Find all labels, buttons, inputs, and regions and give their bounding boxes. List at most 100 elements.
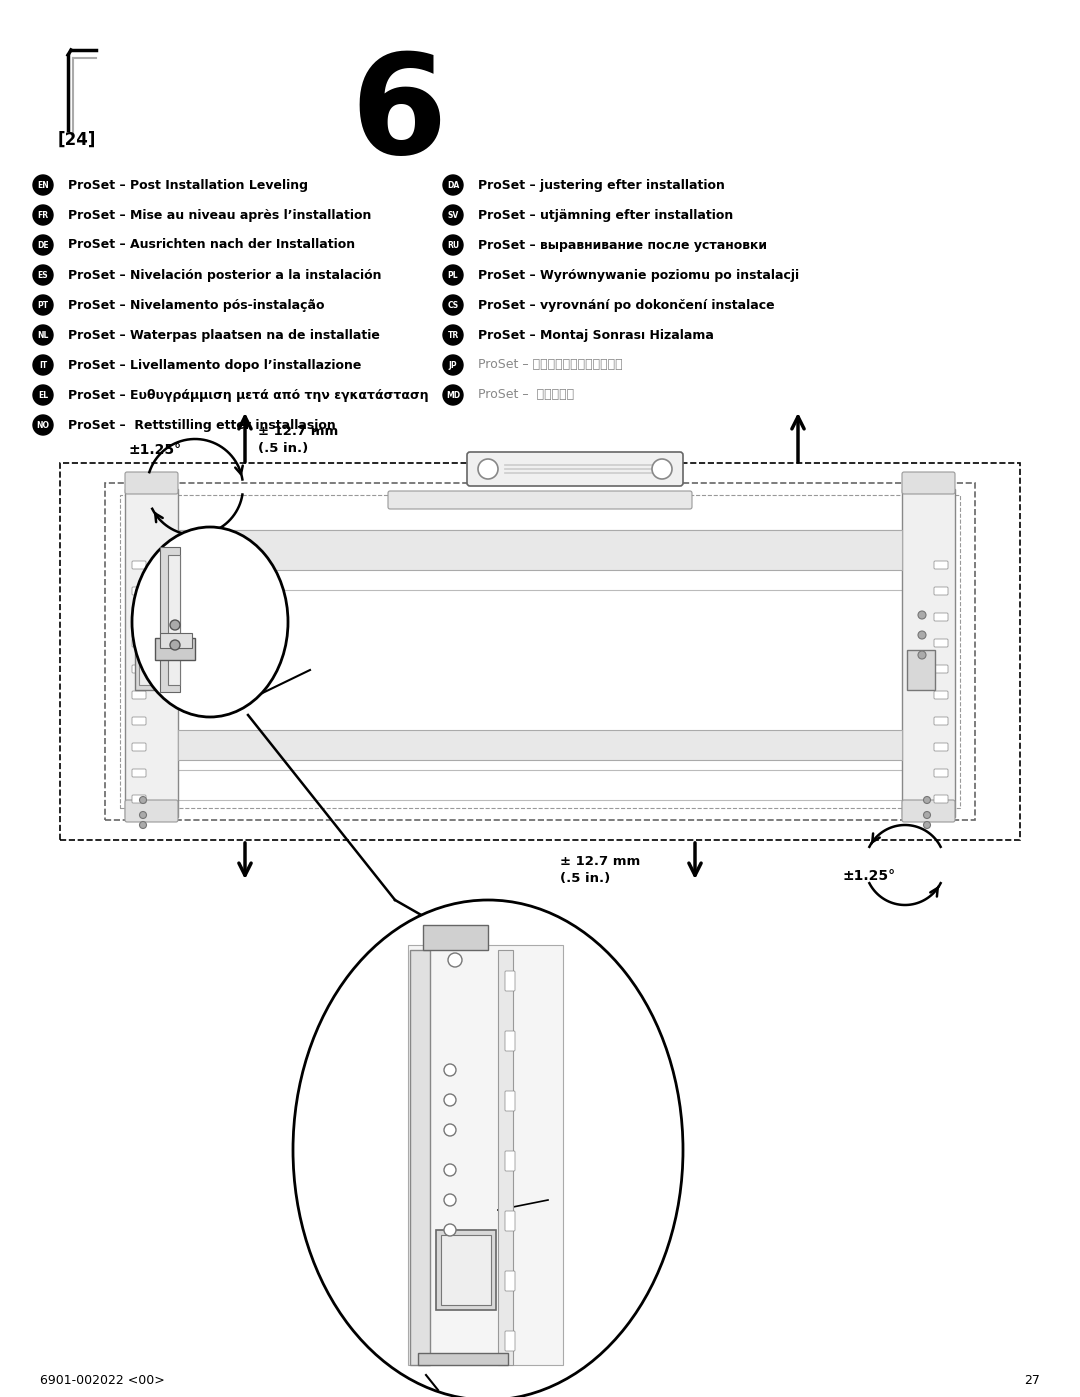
Text: ProSet – vyrovnání po dokončení instalace: ProSet – vyrovnání po dokončení instalac… [478,299,774,312]
FancyBboxPatch shape [132,768,146,777]
Circle shape [33,415,53,434]
Text: ProSet – Wyrównywanie poziomu po instalacji: ProSet – Wyrównywanie poziomu po instala… [478,268,799,282]
FancyBboxPatch shape [505,1091,515,1111]
Text: CS: CS [447,300,459,310]
Circle shape [443,175,463,196]
Circle shape [923,812,931,819]
Text: ± 12.7 mm
(.5 in.): ± 12.7 mm (.5 in.) [303,1150,383,1180]
Text: EL: EL [38,391,49,400]
Circle shape [443,326,463,345]
FancyBboxPatch shape [132,743,146,752]
Text: SV: SV [447,211,459,219]
FancyBboxPatch shape [132,638,146,647]
Circle shape [33,265,53,285]
Text: DE: DE [37,240,49,250]
Text: IT: IT [39,360,48,369]
Bar [135,650,163,690]
Bar [139,655,159,685]
Text: JP: JP [448,360,457,369]
Bar [125,489,178,817]
Circle shape [33,326,53,345]
Ellipse shape [132,527,288,717]
Text: ProSet – インストール後の水平調整: ProSet – インストール後の水平調整 [478,359,623,372]
Text: RU: RU [447,240,459,250]
Circle shape [444,1164,456,1176]
FancyBboxPatch shape [132,692,146,698]
FancyBboxPatch shape [125,472,178,495]
Bar [423,925,488,950]
Bar [160,633,192,648]
FancyBboxPatch shape [934,613,948,622]
Bar [120,495,960,807]
FancyBboxPatch shape [505,1211,515,1231]
Circle shape [448,953,462,967]
Text: ± 12.7 mm
(.5 in.): ± 12.7 mm (.5 in.) [561,855,640,886]
Circle shape [33,386,53,405]
FancyBboxPatch shape [132,587,146,595]
Bar [178,529,902,570]
FancyBboxPatch shape [934,692,948,698]
FancyBboxPatch shape [934,795,948,803]
Text: 27: 27 [1024,1373,1040,1386]
Bar [178,731,902,760]
Circle shape [444,1125,456,1136]
Bar [441,1235,491,1305]
Bar [410,950,430,1365]
Bar [60,462,1020,840]
FancyBboxPatch shape [934,562,948,569]
FancyBboxPatch shape [902,472,955,495]
FancyBboxPatch shape [132,562,146,569]
FancyBboxPatch shape [132,613,146,622]
Circle shape [139,812,147,819]
Text: PL: PL [448,271,458,279]
Text: ProSet – Nivelación posterior a la instalación: ProSet – Nivelación posterior a la insta… [68,268,381,282]
Circle shape [444,1194,456,1206]
Circle shape [139,821,147,828]
Text: ProSet – Livellamento dopo l’installazione: ProSet – Livellamento dopo l’installazio… [68,359,362,372]
FancyBboxPatch shape [467,453,683,486]
Bar [160,548,180,692]
Circle shape [444,1065,456,1076]
Text: ProSet – выравнивание после установки: ProSet – выравнивание после установки [478,239,767,251]
Text: ProSet – Post Installation Leveling: ProSet – Post Installation Leveling [68,179,308,191]
Bar [418,1354,508,1365]
Text: NL: NL [38,331,49,339]
Circle shape [444,1094,456,1106]
Circle shape [33,355,53,374]
Circle shape [443,355,463,374]
Bar [436,1229,496,1310]
Text: 6901-002022 <00>: 6901-002022 <00> [40,1373,165,1386]
Text: DA: DA [447,180,459,190]
Circle shape [33,205,53,225]
FancyBboxPatch shape [388,490,692,509]
Circle shape [170,640,180,650]
Ellipse shape [293,900,683,1397]
FancyBboxPatch shape [132,717,146,725]
FancyBboxPatch shape [934,768,948,777]
Text: ProSet – justering efter installation: ProSet – justering efter installation [478,179,725,191]
Bar [105,483,975,820]
Text: TR: TR [447,331,459,339]
Text: ProSet – Nivelamento pós-instalação: ProSet – Nivelamento pós-instalação [68,299,324,312]
Text: NO: NO [37,420,50,429]
Text: FR: FR [38,211,49,219]
Circle shape [444,1224,456,1236]
FancyBboxPatch shape [132,795,146,803]
Text: ProSet – Ausrichten nach der Installation: ProSet – Ausrichten nach der Installatio… [68,239,355,251]
Text: [02], [03]: [02], [03] [553,1193,612,1207]
Text: ±1.25°: ±1.25° [129,443,181,457]
Text: ProSet –  Rettstilling etter installasjon: ProSet – Rettstilling etter installasjon [68,419,336,432]
FancyBboxPatch shape [505,1031,515,1051]
FancyBboxPatch shape [934,587,948,595]
Text: [24]: [24] [58,131,96,149]
FancyBboxPatch shape [934,638,948,647]
Text: ProSet – Waterpas plaatsen na de installatie: ProSet – Waterpas plaatsen na de install… [68,328,380,341]
FancyBboxPatch shape [934,717,948,725]
Circle shape [918,631,926,638]
Circle shape [146,631,154,638]
FancyBboxPatch shape [505,1331,515,1351]
Bar [907,650,935,690]
FancyBboxPatch shape [934,665,948,673]
Bar [902,489,955,817]
Circle shape [33,295,53,314]
